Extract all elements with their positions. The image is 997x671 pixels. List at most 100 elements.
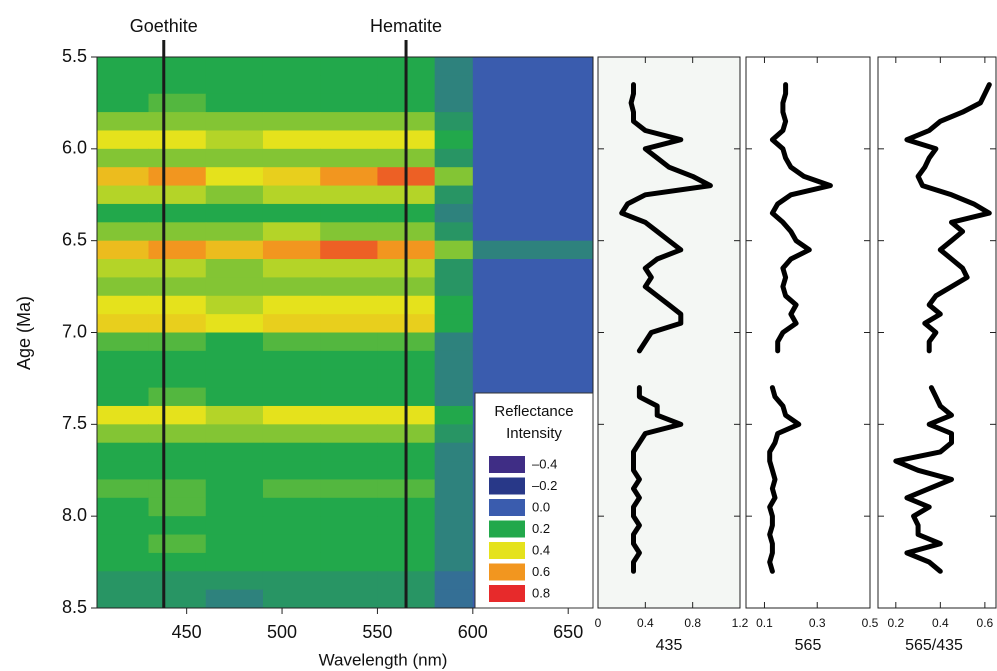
heatmap-cell — [434, 332, 474, 352]
heatmap-cell — [148, 203, 207, 223]
heatmap-cell — [262, 479, 321, 499]
heatmap-cell — [434, 387, 474, 407]
heatmap-cell — [205, 93, 264, 113]
legend-title: Reflectance — [494, 403, 573, 420]
legend-swatch — [489, 542, 525, 559]
heatmap-cell — [97, 534, 150, 554]
heatmap-cell — [320, 461, 378, 480]
heatmap-cell — [205, 552, 264, 572]
heatmap-cell — [262, 185, 321, 205]
heatmap-cell — [148, 222, 207, 242]
heatmap-cell — [97, 571, 150, 591]
legend-label: 0.0 — [532, 499, 550, 514]
heatmap-cell — [148, 148, 207, 168]
heatmap-cell — [262, 534, 321, 554]
heatmap-cell — [434, 277, 474, 297]
heatmap-cell — [148, 75, 207, 95]
heatmap-cell — [262, 130, 321, 150]
heatmap-cell — [148, 240, 207, 260]
y-tick-label: 6.5 — [62, 229, 87, 249]
heatmap-cell — [262, 405, 321, 425]
x-axis-title: 565 — [795, 637, 822, 654]
heatmap-cell — [205, 571, 264, 591]
heatmap-cell — [472, 167, 594, 187]
heatmap-cell — [148, 387, 207, 407]
heatmap-cell — [472, 130, 594, 150]
x-axis-title: Wavelength (nm) — [319, 650, 448, 669]
x-tick-label: 600 — [458, 622, 488, 642]
heatmap-cell — [205, 350, 264, 370]
heatmap-cell — [472, 112, 594, 131]
heatmap-cell — [148, 332, 207, 352]
heatmap-cell — [205, 461, 264, 480]
legend-swatch — [489, 499, 525, 516]
heatmap-cell — [262, 387, 321, 407]
heatmap-cell — [472, 148, 594, 168]
x-tick-label: 650 — [553, 622, 583, 642]
heatmap-cell — [262, 295, 321, 315]
heatmap-cell — [148, 552, 207, 572]
legend-swatch — [489, 563, 525, 581]
heatmap-cell — [262, 57, 321, 76]
heatmap-cell — [434, 295, 474, 315]
heatmap-cell — [320, 167, 378, 187]
heatmap-cell — [205, 424, 264, 444]
heatmap-cell — [148, 277, 207, 297]
heatmap-cell — [320, 222, 378, 242]
heatmap-cell — [97, 387, 150, 407]
heatmap-cell — [262, 75, 321, 95]
legend-swatch — [489, 520, 525, 538]
heatmap-cell — [148, 479, 207, 499]
heatmap-cell — [320, 589, 378, 609]
profile-line — [631, 385, 684, 574]
heatmap-cell — [148, 295, 207, 315]
heatmap-cell — [320, 240, 378, 260]
heatmap-cell — [434, 479, 474, 499]
heatmap-cell — [205, 75, 264, 95]
heatmap-cell — [205, 277, 264, 297]
heatmap-cell — [205, 167, 264, 187]
heatmap-cell — [434, 571, 474, 591]
heatmap-cell — [148, 93, 207, 113]
y-tick-label: 8.5 — [62, 597, 87, 617]
heatmap-cell — [434, 424, 474, 444]
heatmap-cell — [434, 112, 474, 131]
heatmap-cell — [262, 516, 321, 536]
heatmap-cell — [320, 350, 378, 370]
heatmap-cell — [434, 369, 474, 389]
heatmap-cell — [434, 203, 474, 223]
heatmap-cell — [434, 497, 474, 517]
heatmap-cell — [97, 148, 150, 168]
heatmap-cell — [97, 112, 150, 131]
heatmap-cell — [205, 259, 264, 278]
x-tick-label: 0 — [595, 616, 602, 630]
heatmap-cell — [262, 167, 321, 187]
heatmap-cell — [262, 203, 321, 223]
heatmap-cell — [262, 369, 321, 389]
heatmap-cell — [97, 203, 150, 223]
heatmap-cell — [472, 259, 594, 278]
heatmap-cell — [148, 350, 207, 370]
heatmap-cell — [148, 589, 207, 609]
heatmap-cell — [97, 461, 150, 480]
heatmap-cell — [205, 185, 264, 205]
legend-label: 0.2 — [532, 521, 550, 536]
profile-line — [769, 82, 833, 354]
x-tick-label: 450 — [172, 622, 202, 642]
heatmap-cell — [262, 314, 321, 333]
heatmap-cell — [434, 516, 474, 536]
heatmap-cell — [97, 350, 150, 370]
heatmap-cell — [472, 369, 594, 389]
heatmap-cell — [148, 369, 207, 389]
heatmap-cell — [97, 405, 150, 425]
heatmap-cell — [205, 497, 264, 517]
heatmap-cell — [434, 589, 474, 609]
y-tick-label: 7.0 — [62, 321, 87, 341]
heatmap-cell — [320, 93, 378, 113]
heatmap-cell — [320, 369, 378, 389]
heatmap-cell — [205, 332, 264, 352]
heatmap-cell — [320, 130, 378, 150]
x-tick-label: 0.6 — [977, 616, 994, 630]
heatmap-cell — [97, 369, 150, 389]
